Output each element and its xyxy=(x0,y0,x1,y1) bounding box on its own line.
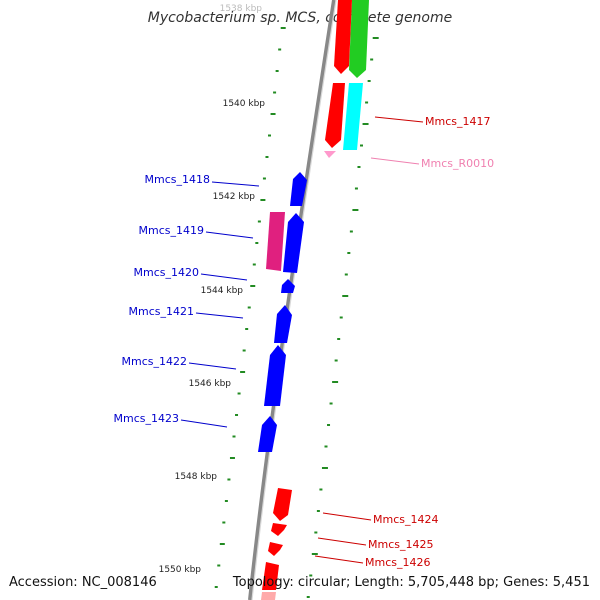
gene-label[interactable]: Mmcs_1419 xyxy=(139,224,204,237)
tick-marks-outer xyxy=(306,37,379,598)
gene-label[interactable]: Mmcs_R0010 xyxy=(421,157,494,170)
genome-backbone-highlight xyxy=(251,0,337,600)
kbp-label: 1548 kbp xyxy=(175,472,218,482)
gene-mmcs-1421[interactable] xyxy=(274,305,292,343)
gene-mmcs-1418[interactable] xyxy=(290,172,307,206)
leader-line xyxy=(200,273,248,281)
kbp-label: 1544 kbp xyxy=(201,286,244,296)
gene-label[interactable]: Mmcs_1418 xyxy=(145,173,210,186)
gene-mmcs-1416[interactable] xyxy=(334,0,352,74)
gene-mmcs-1423[interactable] xyxy=(258,416,277,452)
gene-mmcs-1425[interactable] xyxy=(271,523,287,536)
kbp-label: 1540 kbp xyxy=(223,99,266,109)
accession-text: Accession: NC_008146 xyxy=(9,575,157,590)
leader-line xyxy=(195,312,244,319)
leader-line xyxy=(317,537,367,546)
gene-mmcs-r0010[interactable] xyxy=(324,151,336,158)
gene-mmcs-1420[interactable] xyxy=(281,279,295,293)
kbp-label: 1550 kbp xyxy=(159,565,202,575)
gene-mmcs-1428[interactable] xyxy=(261,592,276,600)
gene-label[interactable]: Mmcs_1426 xyxy=(365,556,430,569)
leader-line xyxy=(180,419,228,428)
gene-mmcs-1422[interactable] xyxy=(264,345,286,406)
gene-label[interactable]: Mmcs_1421 xyxy=(129,305,194,318)
gene-label[interactable]: Mmcs_1424 xyxy=(373,513,438,526)
gene-mmcs-1417[interactable] xyxy=(325,83,345,148)
gene-label[interactable]: Mmcs_1423 xyxy=(114,412,179,425)
kbp-label: 1546 kbp xyxy=(189,379,232,389)
gene-label[interactable]: Mmcs_1422 xyxy=(122,355,187,368)
gene-mmcs-1419-pink[interactable] xyxy=(266,212,285,271)
gene-green[interactable] xyxy=(349,0,369,78)
leader-line xyxy=(211,181,260,187)
gene-mmcs-1426[interactable] xyxy=(268,542,283,556)
gene-mmcs-1424[interactable] xyxy=(273,488,292,521)
leader-line xyxy=(188,362,237,370)
gene-mmcs-1427[interactable] xyxy=(262,562,279,590)
genome-title: Mycobacterium sp. MCS, complete genome xyxy=(147,10,453,26)
leader-line xyxy=(322,512,372,521)
topology-text: Topology: circular; Length: 5,705,448 bp… xyxy=(232,575,590,590)
gene-label[interactable]: Mmcs_1425 xyxy=(368,538,433,551)
leader-line xyxy=(370,157,420,165)
leader-line xyxy=(374,116,424,123)
tick-marks-inner xyxy=(214,27,286,588)
kbp-label: 1542 kbp xyxy=(213,192,256,202)
gene-cyan[interactable] xyxy=(343,83,363,150)
kbp-label: 1538 kbp xyxy=(220,4,263,14)
gene-mmcs-1419[interactable] xyxy=(283,213,304,273)
leader-line xyxy=(205,231,254,239)
leader-line xyxy=(314,555,364,564)
gene-label[interactable]: Mmcs_1417 xyxy=(425,115,490,128)
gene-label[interactable]: Mmcs_1420 xyxy=(134,266,199,279)
